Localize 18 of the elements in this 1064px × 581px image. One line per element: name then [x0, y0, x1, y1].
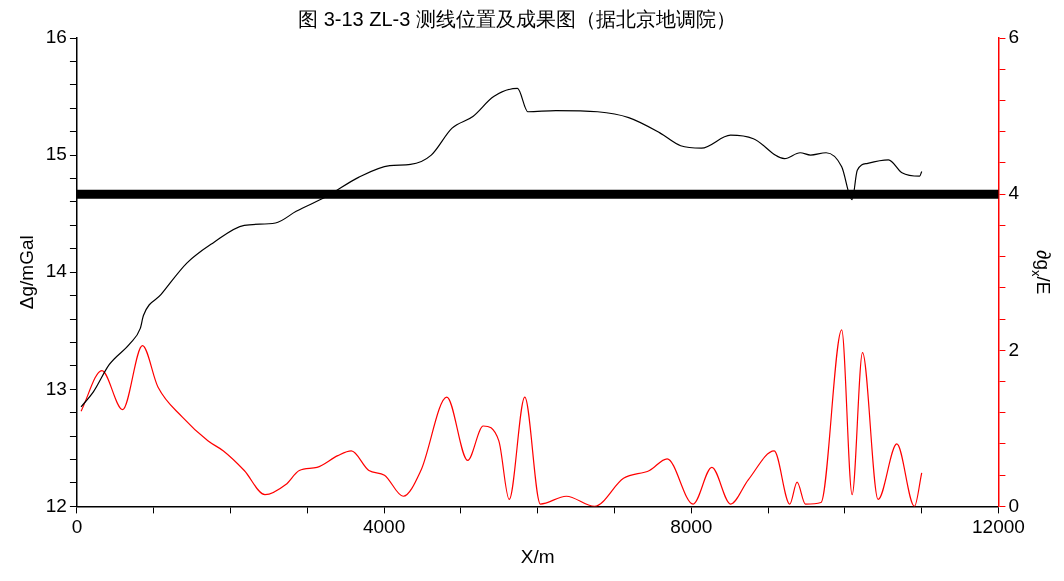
x-axis-title: X/m: [520, 545, 555, 567]
x-tick-label: 4000: [362, 516, 406, 538]
y2-tick-label: 2: [1008, 338, 1020, 360]
y2-tick-label: 4: [1008, 182, 1020, 204]
y-tick-label: 16: [45, 26, 67, 48]
chart-title: 图 3-13 ZL-3 测线位置及成果图（据北京地调院）: [298, 7, 736, 30]
y-axis-title: Δg/mGal: [15, 235, 37, 310]
y2-tick-label: 6: [1008, 26, 1020, 48]
y-tick-label: 13: [45, 377, 67, 399]
y-tick-label: 12: [45, 494, 67, 516]
x-tick-label: 12000: [972, 516, 1025, 538]
x-tick-label: 0: [71, 516, 83, 538]
y-tick-label: 14: [45, 260, 68, 282]
x-tick-label: 8000: [670, 516, 713, 538]
y2-tick-label: 0: [1008, 494, 1020, 516]
y2-axis-title: ∂gx/E: [1029, 250, 1054, 295]
y-tick-label: 15: [45, 143, 67, 165]
line-series: [80, 329, 923, 507]
